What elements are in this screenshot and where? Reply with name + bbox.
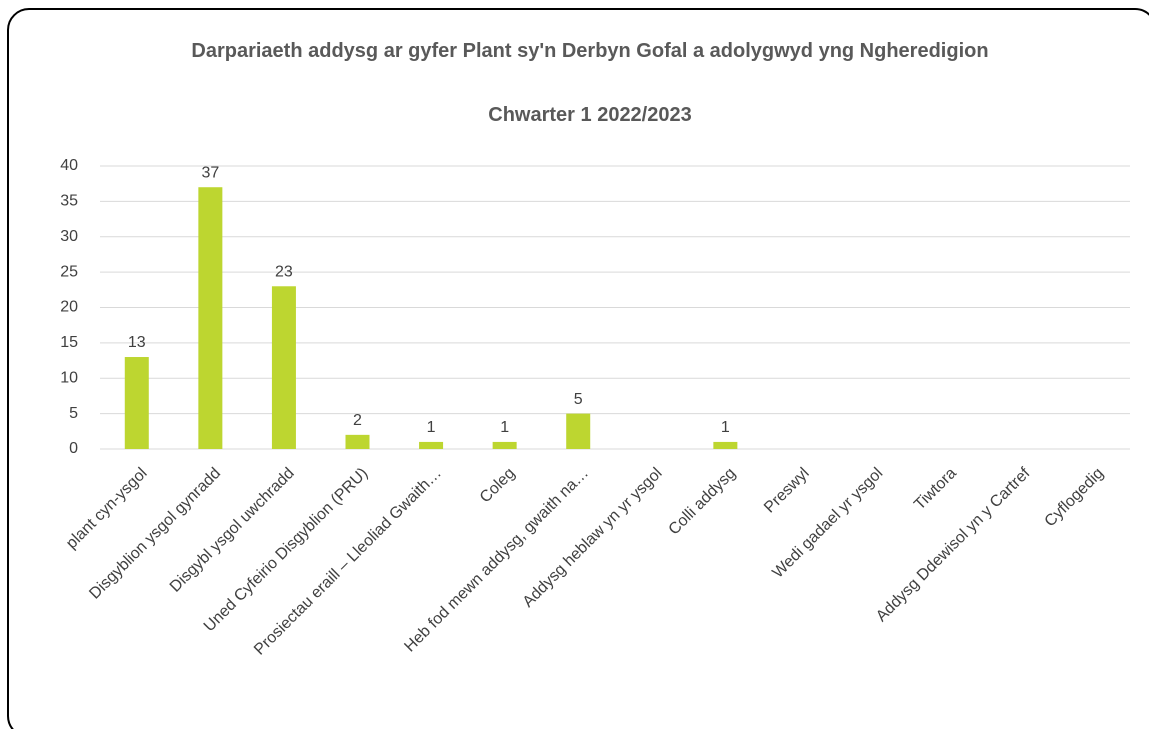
- y-tick-label: 10: [60, 369, 78, 386]
- x-tick-label: Uned Cyfeirio Disgyblion (PRU): [201, 465, 371, 635]
- data-label: 13: [128, 334, 146, 351]
- data-label: 5: [574, 391, 583, 408]
- y-tick-label: 5: [69, 405, 78, 422]
- data-label: 1: [500, 419, 509, 436]
- x-tick-label: Preswyl: [761, 465, 813, 517]
- y-tick-label: 30: [60, 228, 78, 245]
- bar: [124, 357, 149, 449]
- y-tick-label: 0: [69, 440, 78, 457]
- x-tick-label: Addysg Ddewisol yn y Cartref: [873, 464, 1034, 625]
- data-label: 1: [427, 419, 436, 436]
- y-tick-label: 40: [60, 157, 78, 174]
- bar: [492, 441, 517, 449]
- bar: [198, 187, 223, 449]
- data-label: 37: [201, 164, 219, 181]
- x-tick-label: Tiwtora: [911, 465, 960, 514]
- x-tick-label: Disgybl ysgol uwchradd: [167, 465, 298, 596]
- data-label: 1: [721, 419, 730, 436]
- y-tick-label: 20: [60, 299, 78, 316]
- data-label: 2: [353, 412, 362, 429]
- chart-title: Darpariaeth addysg ar gyfer Plant sy'n D…: [191, 40, 989, 62]
- bar: [271, 286, 296, 449]
- x-tick-label: Coleg: [477, 465, 519, 507]
- x-tick-label: Addysg heblaw yn yr ysgol: [520, 465, 666, 611]
- bar: [713, 441, 738, 449]
- bar: [419, 441, 444, 449]
- bar: [566, 413, 591, 449]
- x-tick-label: Disgyblion ysgol gynradd: [86, 465, 224, 603]
- x-tick-label: Cyflogedig: [1042, 465, 1107, 530]
- x-tick-label: Colli addysg: [666, 465, 740, 539]
- y-tick-label: 15: [60, 334, 78, 351]
- frame: [7, 8, 1149, 729]
- bar: [345, 434, 370, 449]
- data-label: 23: [275, 263, 293, 280]
- chart-subtitle: Chwarter 1 2022/2023: [488, 104, 692, 126]
- y-tick-label: 25: [60, 263, 78, 280]
- y-tick-label: 35: [60, 193, 78, 210]
